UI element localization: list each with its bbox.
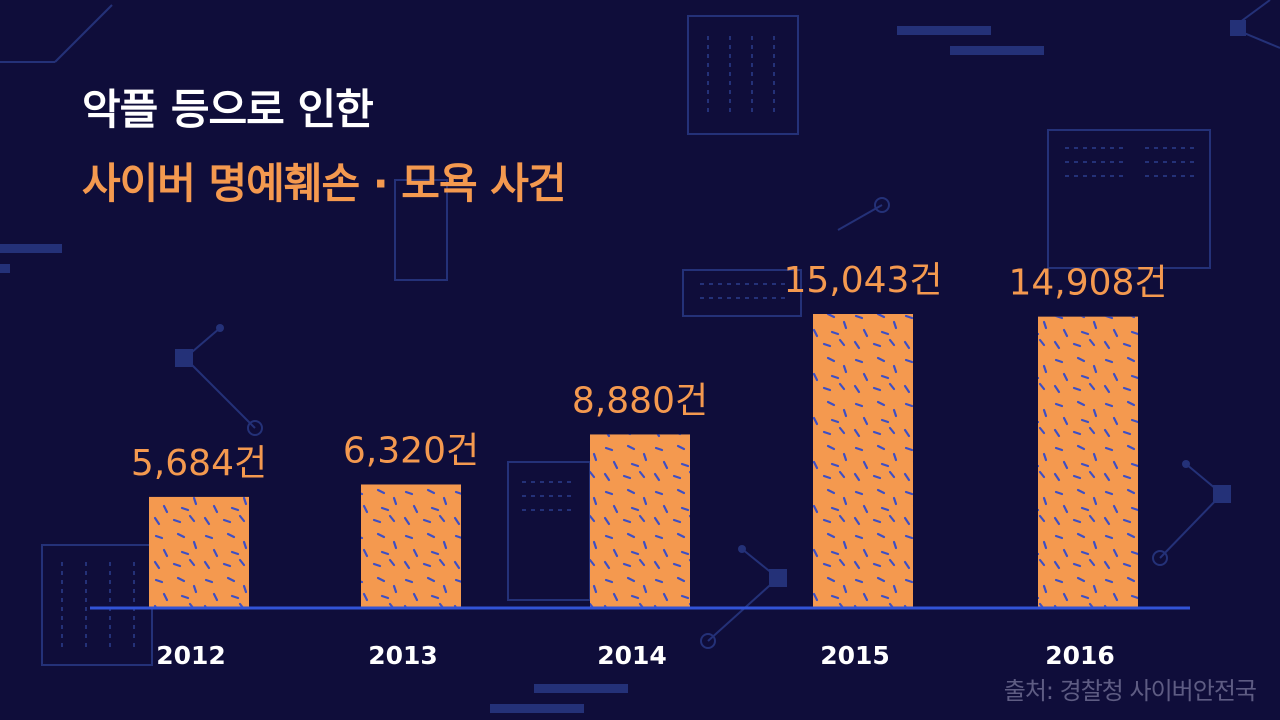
value-label-2013: 6,320건 <box>343 430 479 471</box>
labels-layer: 5,684건 6,320건 8,880건 15,043건 14,908건 <box>131 260 1168 484</box>
bar-pattern-2013 <box>361 484 461 608</box>
bar-pattern-2016 <box>1038 316 1138 608</box>
chart-title: 악플 등으로 인한 <box>82 85 374 134</box>
document-icon <box>1047 129 1211 269</box>
x-tick-label-2014: 2014 <box>597 641 667 670</box>
chart-subtitle: 사이버 명예훼손 · 모욕 사건 <box>82 159 566 208</box>
source-note: 출처: 경찰청 사이버안전국 <box>1003 677 1257 705</box>
value-label-2012: 5,684건 <box>131 443 267 484</box>
bar-pattern-2015 <box>813 314 913 608</box>
bars-layer <box>149 314 1138 608</box>
value-label-2014: 8,880건 <box>572 380 708 421</box>
document-icon <box>394 179 448 281</box>
value-label-2016: 14,908건 <box>1008 263 1167 304</box>
document-icon <box>687 15 799 135</box>
x-tick-label-2013: 2013 <box>368 641 438 670</box>
document-icon <box>682 269 802 317</box>
x-tick-label-2015: 2015 <box>820 641 890 670</box>
bar-pattern-2014 <box>590 434 690 608</box>
bar-pattern-2012 <box>149 496 249 608</box>
x-tick-label-2016: 2016 <box>1045 641 1115 670</box>
x-tick-label-2012: 2012 <box>156 641 226 670</box>
ticks-layer: 2012 2013 2014 2015 2016 <box>156 641 1115 670</box>
value-label-2015: 15,043건 <box>783 260 942 301</box>
